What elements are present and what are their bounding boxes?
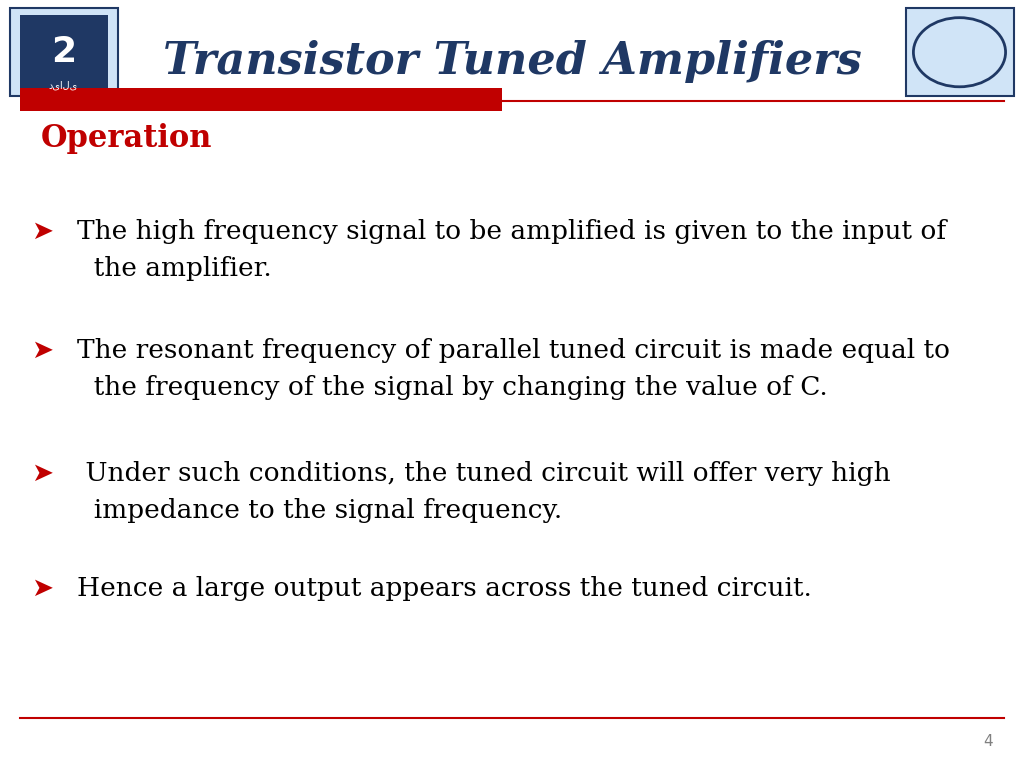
Text: ➤: ➤ bbox=[31, 576, 53, 602]
FancyBboxPatch shape bbox=[20, 15, 108, 88]
Text: 2: 2 bbox=[51, 35, 76, 69]
Text: Hence a large output appears across the tuned circuit.: Hence a large output appears across the … bbox=[77, 576, 812, 601]
Text: دیالی: دیالی bbox=[49, 81, 78, 91]
Text: Under such conditions, the tuned circuit will offer very high
  impedance to the: Under such conditions, the tuned circuit… bbox=[77, 461, 891, 523]
Text: ➤: ➤ bbox=[31, 338, 53, 364]
Text: Operation: Operation bbox=[41, 123, 212, 154]
Text: ➤: ➤ bbox=[31, 461, 53, 487]
Text: The high frequency signal to be amplified is given to the input of
  the amplifi: The high frequency signal to be amplifie… bbox=[77, 219, 946, 281]
Text: The resonant frequency of parallel tuned circuit is made equal to
  the frequenc: The resonant frequency of parallel tuned… bbox=[77, 338, 950, 400]
Text: Transistor Tuned Amplifiers: Transistor Tuned Amplifiers bbox=[163, 40, 861, 83]
Text: ➤: ➤ bbox=[31, 219, 53, 245]
FancyBboxPatch shape bbox=[906, 8, 1014, 96]
Circle shape bbox=[913, 18, 1006, 87]
FancyBboxPatch shape bbox=[20, 88, 502, 111]
Text: 4: 4 bbox=[984, 733, 993, 749]
FancyBboxPatch shape bbox=[10, 8, 118, 96]
